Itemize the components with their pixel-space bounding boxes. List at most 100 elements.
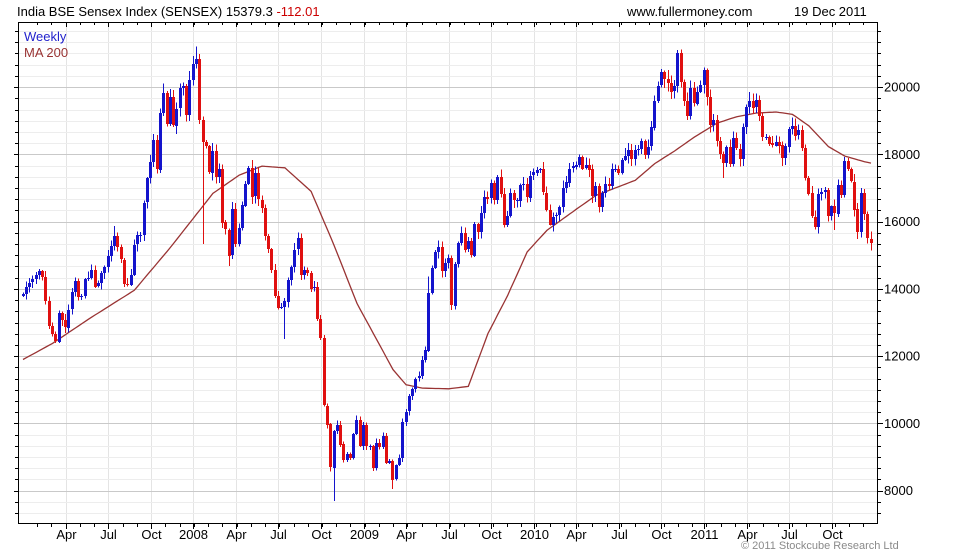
candle-body (706, 70, 709, 97)
candle-body (90, 270, 93, 278)
candlesticks (22, 46, 873, 501)
candle-body (811, 193, 814, 216)
candle-body (614, 169, 617, 170)
x-axis-label: 2011 (691, 527, 719, 542)
candle-body (572, 166, 575, 168)
candle-body (130, 275, 133, 285)
candle-body (722, 154, 725, 163)
candle-body (372, 446, 375, 468)
candle-body (804, 148, 807, 178)
candle-body (290, 267, 293, 280)
candle-body (496, 177, 499, 200)
candle-body (752, 101, 755, 108)
candle-body (156, 140, 159, 169)
candle-body (807, 178, 810, 194)
y-axis-label: 14000 (884, 281, 920, 296)
candle-body (283, 301, 286, 307)
candle-body (483, 197, 486, 213)
candle-body (408, 396, 411, 411)
candle-body (103, 267, 106, 273)
candle-body (143, 203, 146, 235)
candle-body (467, 241, 470, 249)
site-url-text: www.fullermoney.com (627, 4, 753, 19)
candle-body (123, 260, 126, 284)
candle-body (300, 238, 303, 275)
candle-body (67, 310, 70, 328)
candle-body (100, 273, 103, 283)
candle-body (329, 424, 332, 467)
candle-body (781, 145, 784, 158)
chart-title-line: India BSE Sensex Index (SENSEX) 15379.3 … (17, 4, 320, 19)
candle-body (74, 281, 77, 292)
candle-body (673, 86, 676, 91)
candle-body (339, 425, 342, 445)
candle-body (188, 80, 191, 115)
candle-body (22, 294, 25, 296)
candle-body (162, 93, 165, 113)
candle-body (146, 178, 149, 202)
candle-body (80, 296, 83, 297)
candle-body (77, 281, 80, 297)
candle-body (791, 126, 794, 129)
candle-body (843, 161, 846, 195)
candle-body (405, 412, 408, 422)
candle-body (444, 263, 447, 271)
candle-body (25, 287, 28, 294)
candle-body (247, 168, 250, 184)
candle-body (139, 235, 142, 236)
candle-body (732, 138, 735, 164)
candle-body (712, 120, 715, 125)
candle-body (179, 88, 182, 108)
candle-body (333, 431, 336, 468)
candle-body (87, 278, 90, 279)
candle-body (421, 360, 424, 376)
candle-body (627, 150, 630, 156)
candle-body (611, 169, 614, 186)
x-axis-label: Jul (611, 527, 628, 542)
candle-body (457, 243, 460, 264)
candle-body (450, 258, 453, 305)
candle-body (149, 162, 152, 178)
candle-body (617, 169, 620, 173)
candle-body (460, 233, 463, 243)
candle-body (689, 88, 692, 116)
candle-body (159, 113, 162, 170)
candle-body (61, 313, 64, 320)
candle-body (601, 193, 604, 207)
candle-body (224, 222, 227, 229)
candle-body (398, 458, 401, 465)
candle-body (464, 233, 467, 250)
y-axis-label: 20000 (884, 80, 920, 95)
candle-body (477, 224, 480, 232)
candle-body (166, 93, 169, 124)
candle-body (64, 320, 67, 327)
candle-body (287, 280, 290, 302)
candle-body (850, 169, 853, 181)
candle-body (578, 157, 581, 165)
x-axis-label: Jul (781, 527, 798, 542)
candle-body (359, 420, 362, 446)
candle-body (608, 184, 611, 186)
candle-body (211, 151, 214, 173)
candle-body (693, 88, 696, 103)
candle-body (827, 190, 830, 216)
x-axis-label: Apr (396, 527, 417, 542)
candle-body (866, 214, 869, 238)
candle-body (346, 454, 349, 460)
candle-body (699, 85, 702, 92)
axes: 8000 10000 12000 14000 16000 18000 20000 Apr Jul… (14, 22, 920, 542)
candle-body (719, 141, 722, 154)
candle-body (264, 208, 267, 236)
candle-body (581, 157, 584, 169)
candle-body (54, 334, 57, 341)
candle-body (205, 142, 208, 146)
candle-body (31, 279, 34, 282)
candle-body (375, 443, 378, 468)
candle-body (480, 213, 483, 232)
candle-body (794, 126, 797, 136)
y-axis-label: 16000 (884, 214, 920, 229)
candle-body (558, 207, 561, 215)
candle-body (447, 258, 450, 263)
candle-body (667, 79, 670, 83)
candle-body (486, 197, 489, 199)
